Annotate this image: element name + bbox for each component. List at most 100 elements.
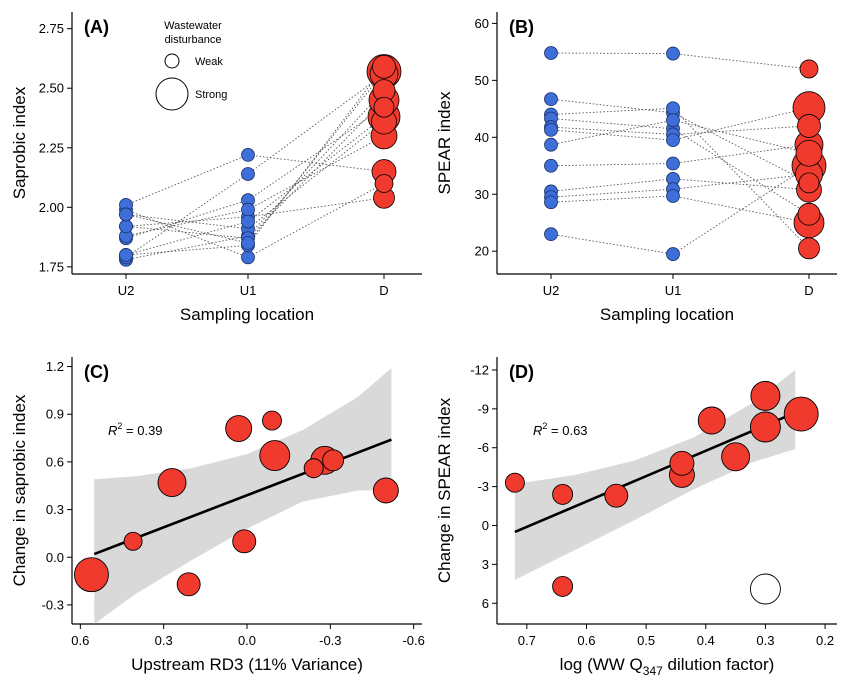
site-connector-line xyxy=(550,52,810,70)
y-tick-label: 0.6 xyxy=(46,454,64,469)
site-connector-line xyxy=(550,144,810,167)
r-squared-value: = 0.39 xyxy=(122,423,162,438)
data-point xyxy=(604,483,629,508)
panel-label: (C) xyxy=(84,362,109,382)
y-tick-label: 30 xyxy=(475,187,489,202)
upstream-point xyxy=(119,219,133,234)
y-axis-title: SPEAR index xyxy=(435,91,454,194)
x-tick-label: D xyxy=(379,283,388,298)
panel-C: -0.3 0.0 0.3 0.6 0.9 1.2 0.6 0.3 0.0 -0.3 -0.6 R2 =… xyxy=(10,357,425,674)
r-superscript: 2 xyxy=(117,421,122,431)
upstream-point xyxy=(544,195,558,210)
site-connector-line xyxy=(550,119,810,154)
x-tick-label: 0.3 xyxy=(756,633,774,648)
x-tick-label: 0.4 xyxy=(697,633,715,648)
panel-label: (B) xyxy=(509,17,534,37)
data-point xyxy=(73,557,109,593)
y-tick-label: -12 xyxy=(470,362,489,377)
x-tick-label: U1 xyxy=(240,283,257,298)
r-squared-value: = 0.63 xyxy=(547,423,587,438)
x-tick-label: 0.3 xyxy=(155,633,173,648)
x-tick-label: U2 xyxy=(118,283,135,298)
site-connector-line xyxy=(125,154,385,206)
x-tick-label: U1 xyxy=(665,283,682,298)
outlier-point xyxy=(749,573,781,605)
data-point xyxy=(262,410,282,431)
downstream-point xyxy=(799,59,819,79)
upstream-point xyxy=(666,46,680,61)
x-tick-label: 0.6 xyxy=(71,633,89,648)
upstream-point xyxy=(544,122,558,137)
data-point xyxy=(303,458,324,479)
y-tick-label: 0.3 xyxy=(46,502,64,517)
data-point xyxy=(697,406,726,435)
panel-B: 20 30 40 50 60 U2 U1 D Sampling location SPEAR in… xyxy=(435,12,837,324)
x-axis-title-subscript: 347 xyxy=(643,664,663,678)
x-tick-label: -0.3 xyxy=(319,633,341,648)
legend-strong-marker xyxy=(155,77,189,111)
data-point xyxy=(232,529,257,554)
upstream-point xyxy=(241,236,255,250)
downstream-point xyxy=(372,54,396,79)
data-point xyxy=(259,440,291,471)
x-tick-label: 0.2 xyxy=(816,633,834,648)
x-tick-label: 0.7 xyxy=(518,633,536,648)
data-point xyxy=(750,380,781,411)
downstream-point xyxy=(797,114,821,138)
x-tick-label: -0.6 xyxy=(402,633,424,648)
data-point xyxy=(157,468,187,498)
y-tick-label: 0 xyxy=(482,518,489,533)
x-tick-label: 0.0 xyxy=(238,633,256,648)
x-axis-title: Sampling location xyxy=(180,305,314,324)
y-tick-label: 40 xyxy=(475,130,489,145)
data-point xyxy=(552,575,574,597)
x-tick-label: 0.5 xyxy=(637,633,655,648)
y-tick-label: 50 xyxy=(475,73,489,88)
site-connector-line xyxy=(125,90,385,261)
regression-line xyxy=(514,411,796,534)
x-tick-label: 0.6 xyxy=(577,633,595,648)
y-axis-title: Change in saprobic index xyxy=(10,394,29,586)
r-superscript: 2 xyxy=(542,421,547,431)
data-point xyxy=(176,572,201,597)
y-tick-label: -3 xyxy=(477,479,489,494)
r-squared-label: R2 = 0.39 xyxy=(108,421,163,438)
y-tick-label: 1.2 xyxy=(46,359,64,374)
upstream-point xyxy=(241,148,255,162)
legend-title-line1: Wastewater xyxy=(164,20,222,32)
y-tick-label: 6 xyxy=(482,596,489,611)
data-point xyxy=(372,477,399,504)
upstream-point xyxy=(544,92,558,107)
site-connector-line xyxy=(550,107,810,249)
x-tick-label: U2 xyxy=(543,283,560,298)
downstream-point xyxy=(374,174,394,193)
data-point xyxy=(225,415,253,442)
y-tick-label: 2.75 xyxy=(39,21,64,36)
y-tick-label: 2.00 xyxy=(39,200,64,215)
y-axis-title: Change in SPEAR index xyxy=(435,397,454,583)
upstream-point xyxy=(544,227,558,242)
data-point xyxy=(669,450,695,476)
y-tick-label: -6 xyxy=(477,440,489,455)
upstream-point xyxy=(544,158,558,173)
data-point xyxy=(749,411,781,443)
r-symbol: R xyxy=(108,423,117,438)
site-connector-line xyxy=(550,173,810,198)
legend-strong-label: Strong xyxy=(195,89,227,101)
upstream-point xyxy=(119,248,133,262)
upstream-point xyxy=(666,101,680,116)
downstream-point xyxy=(797,202,821,226)
y-tick-label: 0.9 xyxy=(46,407,64,422)
x-axis-title-main: log (WW Q xyxy=(560,655,643,674)
site-connector-line xyxy=(125,135,385,237)
legend-weak-marker xyxy=(164,53,180,69)
site-connector-line xyxy=(550,195,810,224)
x-axis-title: Upstream RD3 (11% Variance) xyxy=(131,655,363,674)
y-tick-label: 2.50 xyxy=(39,81,64,96)
y-tick-label: -0.3 xyxy=(42,597,64,612)
site-connector-line xyxy=(550,178,810,192)
upstream-point xyxy=(544,137,558,152)
y-tick-label: 3 xyxy=(482,557,489,572)
data-point xyxy=(783,396,819,432)
